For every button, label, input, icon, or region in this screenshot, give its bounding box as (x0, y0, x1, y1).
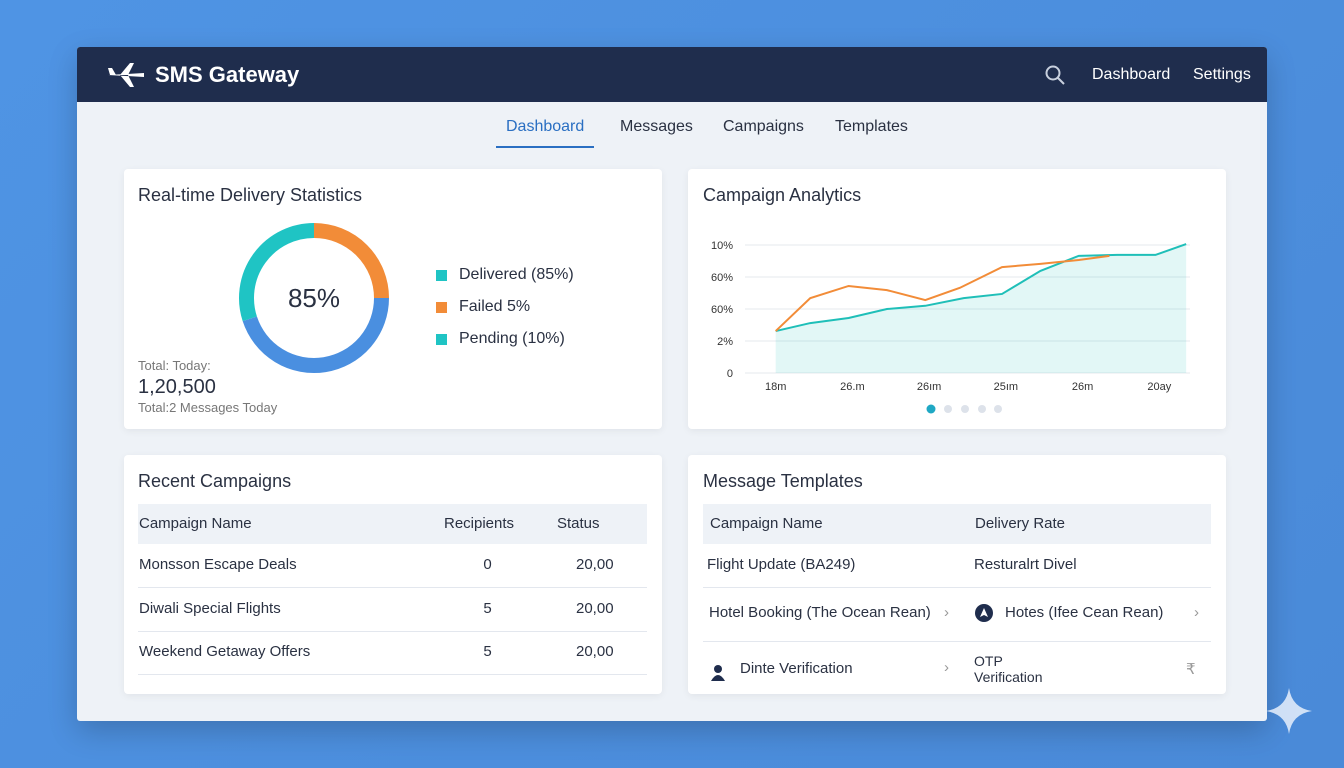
y-tick-label: 10% (711, 240, 733, 252)
table-cell: 20,00 (576, 556, 614, 573)
table-cell: Weekend Getaway Offers (139, 643, 311, 660)
nav-link[interactable]: Dashboard (1092, 66, 1171, 83)
table-cell: 20,00 (576, 599, 614, 617)
legend-swatch (436, 270, 447, 281)
tab[interactable]: Campaigns (723, 118, 804, 135)
area (775, 244, 1187, 373)
chevron[interactable]: › (944, 604, 949, 621)
legend-swatch (436, 334, 447, 345)
tab[interactable]: Templates (835, 118, 908, 135)
table-cell: Diwali Special Flights (139, 599, 281, 617)
line (775, 243, 1187, 333)
y-tick-label: 60% (711, 272, 733, 284)
table-cell: 5 (483, 599, 492, 617)
card (124, 455, 662, 694)
x-tick-label: 20ay (1147, 381, 1171, 393)
currency-icon: ₹ (1186, 661, 1196, 678)
card-title: Recent Campaigns (138, 471, 292, 491)
table-cell: 0 (483, 556, 492, 573)
table-cell: Hotel Booking (The Ocean Rean) (709, 604, 931, 621)
table-cell: Hotes (Ifee Cean Rean) (1005, 604, 1164, 621)
row-divider (138, 587, 647, 588)
table-header-cell: Recipients (444, 515, 515, 532)
legend-swatch (436, 302, 447, 313)
brand: SMS Gateway (155, 62, 300, 87)
template-icon (975, 604, 993, 622)
table-cell: 20,00 (576, 643, 614, 660)
tab[interactable]: Dashboard (496, 118, 595, 148)
row-divider (138, 674, 647, 675)
table-header (703, 504, 1211, 544)
x-tick-label: 18m (765, 381, 786, 393)
card-title: Message Templates (703, 471, 863, 491)
legend-label: Delivered (85%) (459, 266, 574, 283)
chevron[interactable]: › (944, 659, 949, 676)
sparkle (1266, 688, 1312, 734)
card (688, 455, 1226, 694)
y-tick-label: 0 (727, 368, 733, 380)
x-tick-label: 25ım (994, 381, 1018, 393)
nav-link[interactable]: Settings (1193, 66, 1251, 83)
tab[interactable]: Messages (620, 118, 693, 135)
donut-segment (313, 223, 389, 299)
chevron[interactable]: › (1194, 604, 1199, 621)
x-tick-label: 26.m (840, 381, 864, 393)
table-header (138, 504, 647, 544)
table-header-cell: Status (557, 515, 600, 532)
y-tick-label: 2% (717, 336, 733, 348)
table-cell: Monsson Escape Deals (139, 556, 297, 573)
brand-icon (108, 63, 144, 87)
top-nav (77, 47, 1267, 102)
total-value: 1,20,500 (138, 376, 216, 398)
total-note: Total:2 Messages Today (138, 400, 278, 415)
card (124, 169, 662, 429)
user-icon (711, 665, 725, 681)
card-title: Campaign Analytics (703, 185, 862, 205)
table-header-cell: Delivery Rate (975, 515, 1066, 532)
row-divider (703, 641, 1211, 642)
row-divider (138, 630, 647, 632)
donut-center-label: 85% (288, 283, 340, 313)
table-cell: 5 (483, 643, 492, 660)
table-header-cell: Campaign Name (710, 515, 823, 532)
card-title: Real-time Delivery Statistics (138, 185, 363, 205)
pagination[interactable] (920, 398, 1010, 418)
row-divider (703, 587, 1211, 588)
total-caption: Total: Today: (138, 358, 211, 373)
table-cell: Dinte Verification (740, 660, 853, 677)
table-cell: OTP Verification (974, 653, 1043, 685)
search-icon[interactable] (1044, 64, 1066, 86)
y-tick-label: 60% (711, 304, 733, 316)
x-tick-label: 26ım (917, 381, 941, 393)
line (774, 254, 1110, 332)
x-tick-label: 26m (1072, 381, 1093, 393)
table-header-cell: Campaign Name (139, 515, 252, 532)
legend-label: Pending (10%) (459, 330, 565, 347)
donut-segment (239, 223, 315, 322)
table-cell: Flight Update (BA249) (707, 556, 856, 573)
table-cell: Resturalrt Divel (974, 556, 1077, 573)
legend-label: Failed 5% (459, 298, 531, 315)
donut-segment (242, 297, 389, 373)
